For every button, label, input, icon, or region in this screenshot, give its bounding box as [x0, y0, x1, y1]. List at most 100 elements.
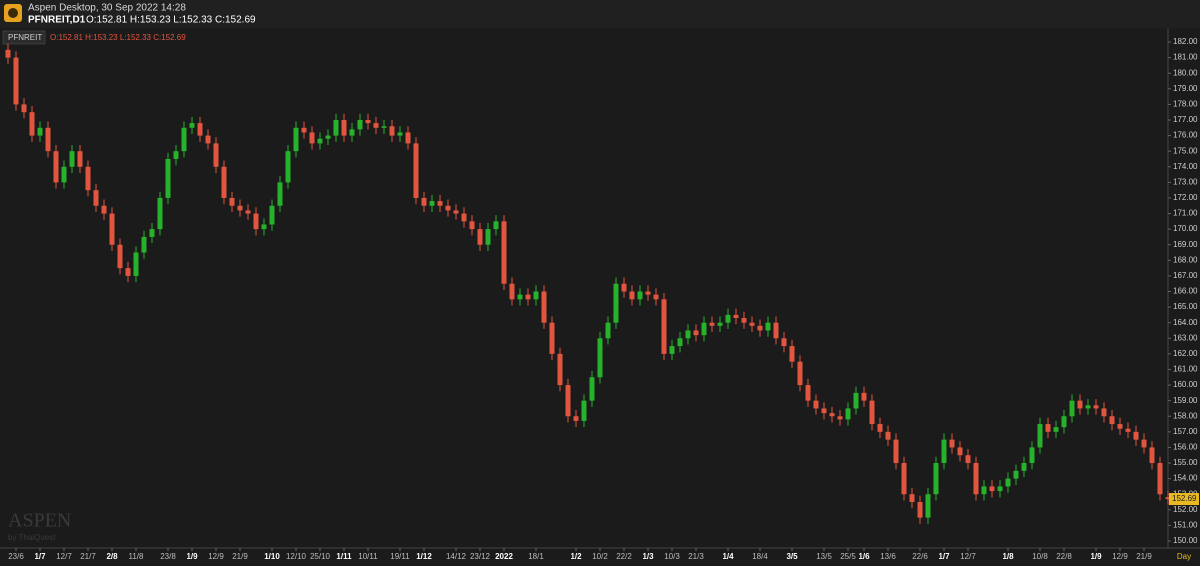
candle-body: [1045, 424, 1051, 432]
x-tick-label: 25/10: [310, 552, 331, 561]
last-price-label: 152.69: [1172, 494, 1197, 503]
y-tick-label: 150.00: [1173, 536, 1198, 545]
candle-body: [533, 291, 539, 300]
candle-body: [621, 283, 627, 292]
candle-body: [461, 213, 467, 222]
y-tick-label: 180.00: [1173, 68, 1198, 77]
y-tick-label: 152.00: [1173, 505, 1198, 514]
candle-body: [885, 431, 891, 440]
x-tick-label: 12/7: [56, 552, 72, 561]
y-tick-label: 178.00: [1173, 100, 1198, 109]
candle-body: [917, 502, 923, 518]
candle-body: [501, 221, 507, 284]
x-tick-label: 19/11: [390, 552, 410, 561]
candle-body: [5, 49, 11, 58]
candle-body: [181, 127, 187, 152]
candle-body: [261, 224, 267, 230]
candle-body: [653, 294, 659, 300]
app-icon-glyph: [8, 8, 18, 18]
candle-body: [1005, 478, 1011, 487]
x-tick-label: 1/7: [34, 552, 46, 561]
candle-body: [805, 385, 811, 401]
candle-body: [157, 197, 163, 230]
x-tick-label: 23/8: [160, 552, 176, 561]
candle-body: [109, 213, 115, 245]
candle-body: [237, 205, 243, 211]
candle-body: [37, 127, 43, 136]
legend-box[interactable]: [2, 30, 46, 45]
x-tick-label: 1/12: [416, 552, 432, 561]
candle-body: [1125, 428, 1131, 432]
candle-body: [949, 439, 955, 448]
candle-body: [813, 400, 819, 409]
candle-body: [1029, 447, 1035, 464]
candle-body: [173, 151, 179, 159]
candle-body: [581, 400, 587, 421]
candle-body: [165, 158, 171, 198]
candle-body: [957, 447, 963, 456]
candle-body: [701, 322, 707, 336]
candle-body: [141, 236, 147, 253]
app-title: Aspen Desktop, 30 Sep 2022 14:28: [28, 3, 186, 14]
candle-body: [357, 119, 363, 130]
candle-body: [933, 463, 939, 495]
y-tick-label: 169.00: [1173, 240, 1198, 249]
last-price-box: [1169, 493, 1199, 506]
y-tick-label: 170.00: [1173, 224, 1198, 233]
x-tick-label: 1/6: [858, 552, 870, 561]
candle-body: [677, 338, 683, 347]
candle-body: [733, 314, 739, 319]
candle-body: [245, 210, 251, 214]
x-tick-label: 1/8: [1002, 552, 1014, 561]
candle-body: [277, 182, 283, 206]
x-tick-label: 23/12: [470, 552, 491, 561]
x-tick-label: 22/6: [912, 552, 928, 561]
candle-body: [741, 318, 747, 323]
x-tick-label: 18/1: [528, 552, 544, 561]
y-tick-label: 167.00: [1173, 271, 1198, 280]
candle-body: [53, 151, 59, 183]
y-tick-label: 156.00: [1173, 443, 1198, 452]
candle-body: [221, 166, 227, 198]
x-tick-label: 1/2: [570, 552, 582, 561]
candle-body: [525, 294, 531, 300]
candle-body: [853, 392, 859, 409]
candle-body: [629, 291, 635, 300]
y-tick-label: 164.00: [1173, 318, 1198, 327]
candle-body: [597, 338, 603, 378]
candle-body: [21, 104, 27, 113]
candle-body: [1133, 431, 1139, 440]
candle-body: [125, 268, 131, 276]
y-tick-label: 157.00: [1173, 427, 1198, 436]
candle-body: [725, 314, 731, 323]
y-tick-label: 151.00: [1173, 521, 1198, 530]
candle-body: [405, 132, 411, 144]
x-tick-label: 21/7: [80, 552, 96, 561]
y-tick-label: 158.00: [1173, 411, 1198, 420]
candle-body: [189, 123, 195, 128]
y-tick-label: 171.00: [1173, 209, 1198, 218]
x-tick-label: 11/8: [129, 552, 145, 561]
candle-body: [117, 244, 123, 269]
candle-body: [381, 126, 387, 128]
legend-ohlc: O:152.81 H:153.23 L:152.33 C:152.69: [50, 33, 186, 42]
candle-body: [661, 299, 667, 354]
candle-body: [285, 151, 291, 183]
candle-body: [341, 119, 347, 136]
y-tick-label: 179.00: [1173, 84, 1198, 93]
candle-body: [101, 205, 107, 214]
y-tick-label: 163.00: [1173, 333, 1198, 342]
candle-body: [669, 346, 675, 354]
candle-body: [685, 330, 691, 339]
candle-body: [997, 486, 1003, 492]
candle-body: [13, 57, 19, 105]
x-tick-label: 10/3: [664, 552, 680, 561]
timeframe-label[interactable]: Day: [1177, 552, 1191, 561]
y-tick-label: 161.00: [1173, 365, 1198, 374]
x-tick-label: 1/11: [336, 552, 352, 561]
candle-body: [1053, 427, 1059, 432]
candle-body: [429, 201, 435, 206]
x-tick-label: 22/2: [616, 552, 632, 561]
